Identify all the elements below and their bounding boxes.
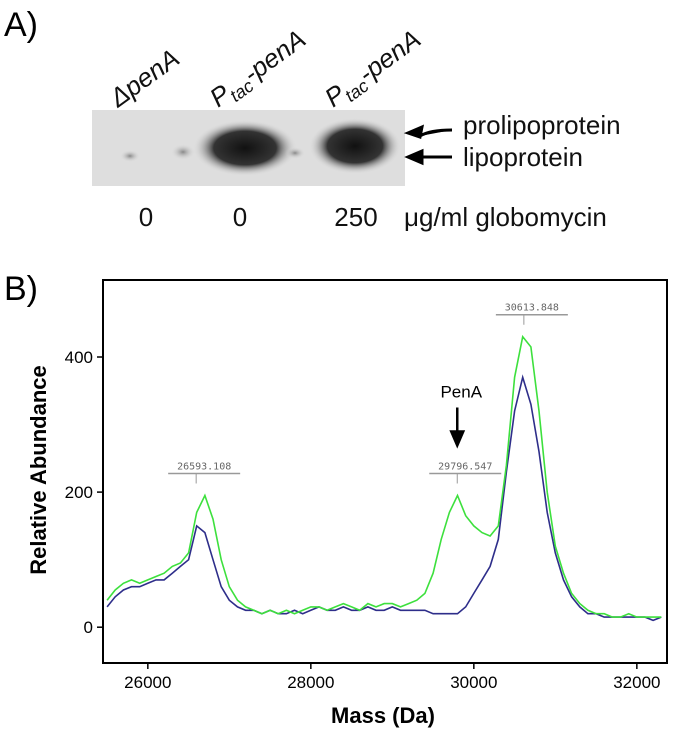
concentration: 250	[334, 202, 377, 232]
annotation-label: 26593.108	[177, 461, 231, 472]
concentration: 0	[139, 202, 153, 232]
lane-label-tail: -penA	[237, 23, 311, 88]
panel-label: B)	[4, 270, 38, 308]
series-line	[106, 334, 662, 618]
band-label: lipoprotein	[463, 142, 583, 172]
x-tick-label: 28000	[287, 673, 334, 692]
annotation-label: 29796.547	[438, 461, 492, 472]
x-axis-label: Mass (Da)	[331, 703, 435, 728]
panel-label: A)	[4, 6, 38, 44]
x-tick-label: 32000	[613, 673, 660, 692]
annotation-label: 30613.848	[505, 303, 559, 314]
lane-label-tail: -penA	[352, 23, 426, 88]
x-tick-label: 26000	[124, 673, 171, 692]
y-tick-label: 200	[65, 483, 93, 502]
plot-frame	[102, 279, 668, 664]
series-line	[106, 374, 662, 622]
y-tick-label: 0	[84, 618, 93, 637]
band-arrow	[404, 148, 452, 166]
y-axis-label: Relative Abundance	[26, 365, 51, 574]
concentration-unit: μg/ml globomycin	[404, 202, 607, 232]
lane-label: Ptac-penA	[319, 23, 429, 116]
band-arrow	[403, 124, 453, 139]
annotation-arrow	[449, 407, 466, 449]
x-tick-label: 30000	[450, 673, 497, 692]
concentration: 0	[233, 202, 247, 232]
blot	[92, 110, 405, 186]
band-label: prolipoprotein	[463, 110, 621, 140]
y-tick-label: 400	[65, 348, 93, 367]
arrow-label: PenA	[440, 382, 482, 401]
lane-label: Ptac-penA	[204, 23, 314, 116]
lane-label: ΔpenA	[103, 43, 185, 114]
